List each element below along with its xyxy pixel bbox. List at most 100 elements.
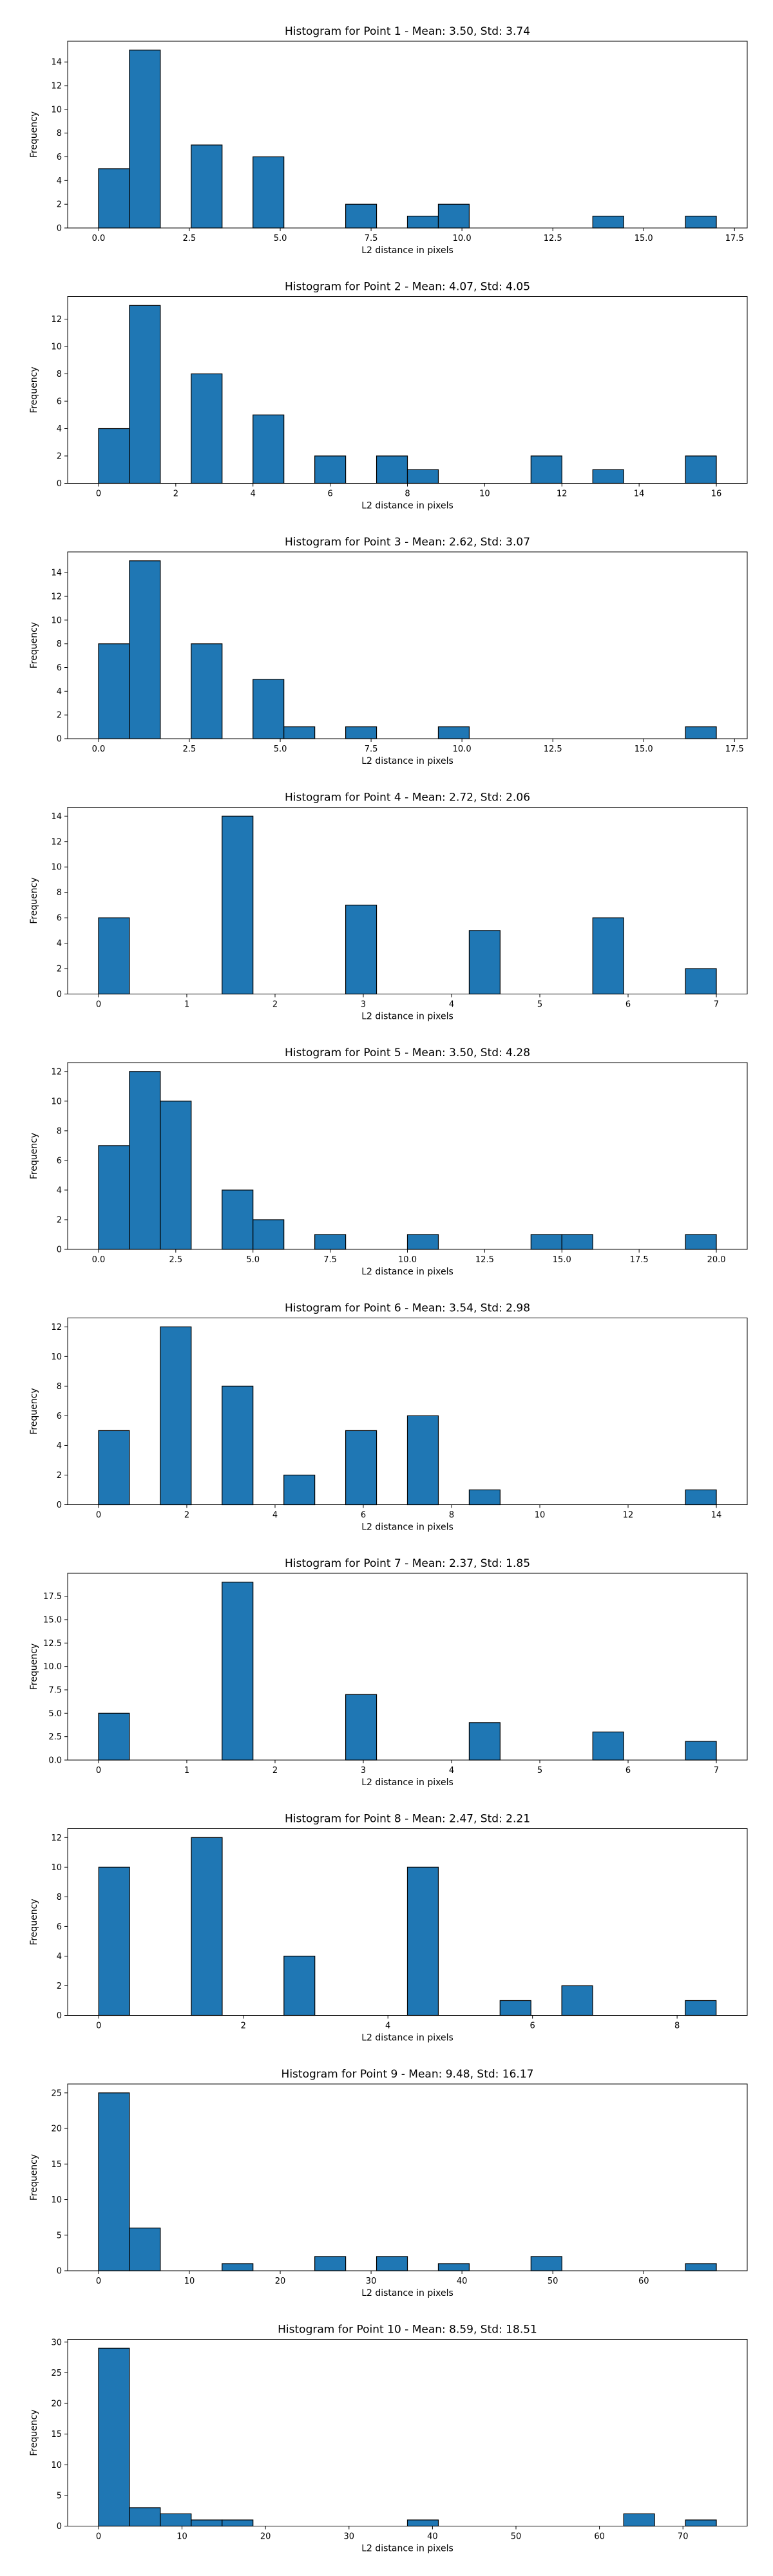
y-tick-label: 4 xyxy=(57,176,62,186)
y-tick-label: 4 xyxy=(57,1952,62,1962)
x-tick-label: 0 xyxy=(96,489,101,499)
x-tick-label: 7.5 xyxy=(365,234,378,243)
histogram-bar xyxy=(98,2347,130,2527)
y-tick-label: 10 xyxy=(51,343,62,352)
x-tick-label: 0.0 xyxy=(92,234,106,243)
histogram-bar xyxy=(345,726,377,739)
y-tick-label: 8 xyxy=(57,888,62,898)
histogram-bar xyxy=(685,968,717,995)
y-tick-label: 2 xyxy=(57,1982,62,1991)
x-tick-label: 7.5 xyxy=(323,1255,337,1265)
x-tick-label: 3 xyxy=(361,1000,366,1010)
histogram-bar xyxy=(129,50,161,229)
x-tick-label: 0 xyxy=(96,2022,101,2031)
histogram-bar xyxy=(685,215,717,229)
x-tick-label: 5.0 xyxy=(274,234,287,243)
y-tick-label: 5 xyxy=(57,2491,62,2501)
x-tick-label: 12 xyxy=(557,489,568,499)
y-tick-label: 8 xyxy=(57,1382,62,1392)
histogram-bar xyxy=(160,2513,192,2527)
y-tick-label: 25 xyxy=(51,2088,62,2098)
histogram-bar xyxy=(253,1219,285,1250)
histogram-bar xyxy=(98,1866,130,2016)
plot-frame xyxy=(67,41,748,229)
y-tick-label: 15 xyxy=(51,2430,62,2439)
histogram-bar xyxy=(191,1837,223,2016)
x-tick-label: 10 xyxy=(184,2277,195,2286)
x-axis-label: L2 distance in pixels xyxy=(361,2288,453,2298)
x-axis-label: L2 distance in pixels xyxy=(361,1012,453,1022)
histogram-bar xyxy=(376,2256,408,2271)
y-tick-label: 12.5 xyxy=(43,1639,62,1649)
x-tick-label: 7 xyxy=(714,1000,719,1010)
x-tick-label: 2 xyxy=(184,1511,189,1520)
histogram-bar xyxy=(685,455,717,484)
y-tick-label: 25 xyxy=(51,2369,62,2378)
histogram-bar xyxy=(98,917,130,995)
chart-title: Histogram for Point 2 - Mean: 4.07, Std:… xyxy=(285,281,530,294)
y-tick-label: 6 xyxy=(57,153,62,162)
x-tick-label: 50 xyxy=(548,2277,558,2286)
x-tick-label: 20 xyxy=(275,2277,286,2286)
y-tick-label: 14 xyxy=(51,812,62,822)
y-tick-label: 10 xyxy=(51,1352,62,1362)
x-tick-label: 4 xyxy=(449,1000,454,1010)
y-tick-label: 14 xyxy=(51,569,62,578)
x-axis-label: L2 distance in pixels xyxy=(361,245,453,256)
plot-frame xyxy=(67,1318,748,1505)
histogram-bar xyxy=(623,2513,655,2527)
y-tick-label: 8 xyxy=(57,639,62,649)
x-tick-label: 10.0 xyxy=(453,234,472,243)
x-tick-label: 1 xyxy=(184,1766,189,1776)
y-tick-label: 4 xyxy=(57,424,62,434)
histogram-bar xyxy=(98,1145,130,1250)
x-tick-label: 0 xyxy=(96,1000,101,1010)
histogram-bar xyxy=(592,1731,624,1761)
x-tick-label: 0.0 xyxy=(92,744,106,754)
histogram-bar xyxy=(468,930,501,995)
y-tick-label: 2 xyxy=(57,1471,62,1481)
histogram-bar xyxy=(222,2519,254,2527)
x-tick-label: 8 xyxy=(405,489,410,499)
x-tick-label: 2 xyxy=(173,489,178,499)
histogram-bar xyxy=(222,2263,254,2271)
y-tick-label: 4 xyxy=(57,939,62,949)
y-tick-label: 7.5 xyxy=(48,1685,62,1695)
x-tick-label: 7 xyxy=(714,1766,719,1776)
x-tick-label: 16 xyxy=(711,489,722,499)
histogram-bar xyxy=(685,1741,717,1761)
y-tick-label: 0 xyxy=(57,2522,62,2532)
histogram-bar xyxy=(561,1985,593,2016)
chart-title: Histogram for Point 9 - Mean: 9.48, Std:… xyxy=(282,2068,534,2081)
chart-title: Histogram for Point 4 - Mean: 2.72, Std:… xyxy=(285,791,530,804)
x-tick-label: 4 xyxy=(251,489,256,499)
histogram-panel: Histogram for Point 3 - Mean: 2.62, Std:… xyxy=(29,536,748,766)
y-tick-label: 15.0 xyxy=(43,1615,62,1625)
histogram-bar xyxy=(345,1430,377,1506)
histogram-bar xyxy=(222,1189,254,1250)
plot-frame xyxy=(67,1573,748,1761)
x-tick-label: 5 xyxy=(537,1766,542,1776)
histogram-bar xyxy=(685,1489,717,1506)
x-tick-label: 10 xyxy=(479,489,490,499)
histogram-bar xyxy=(283,726,316,739)
x-tick-label: 40 xyxy=(427,2532,438,2542)
y-tick-label: 0 xyxy=(57,2011,62,2021)
histogram-bar xyxy=(283,1474,316,1506)
histogram-panel: Histogram for Point 10 - Mean: 8.59, Std… xyxy=(29,2324,748,2554)
y-tick-label: 0.0 xyxy=(48,1756,62,1766)
chart-title: Histogram for Point 7 - Mean: 2.37, Std:… xyxy=(285,1557,530,1570)
y-tick-label: 8 xyxy=(57,1893,62,1902)
chart-title: Histogram for Point 8 - Mean: 2.47, Std:… xyxy=(285,1813,530,1826)
y-tick-label: 2.5 xyxy=(48,1732,62,1742)
x-tick-label: 12.5 xyxy=(544,234,562,243)
y-tick-label: 2 xyxy=(57,1215,62,1225)
plot-frame xyxy=(67,1828,748,2016)
x-tick-label: 12.5 xyxy=(544,744,562,754)
x-tick-label: 14 xyxy=(634,489,645,499)
histogram-bar xyxy=(98,428,130,484)
histogram-panel: Histogram for Point 6 - Mean: 3.54, Std:… xyxy=(29,1302,748,1533)
histogram-bar xyxy=(283,1955,316,2016)
x-tick-label: 0 xyxy=(96,1766,101,1776)
y-axis-label: Frequency xyxy=(29,877,39,923)
